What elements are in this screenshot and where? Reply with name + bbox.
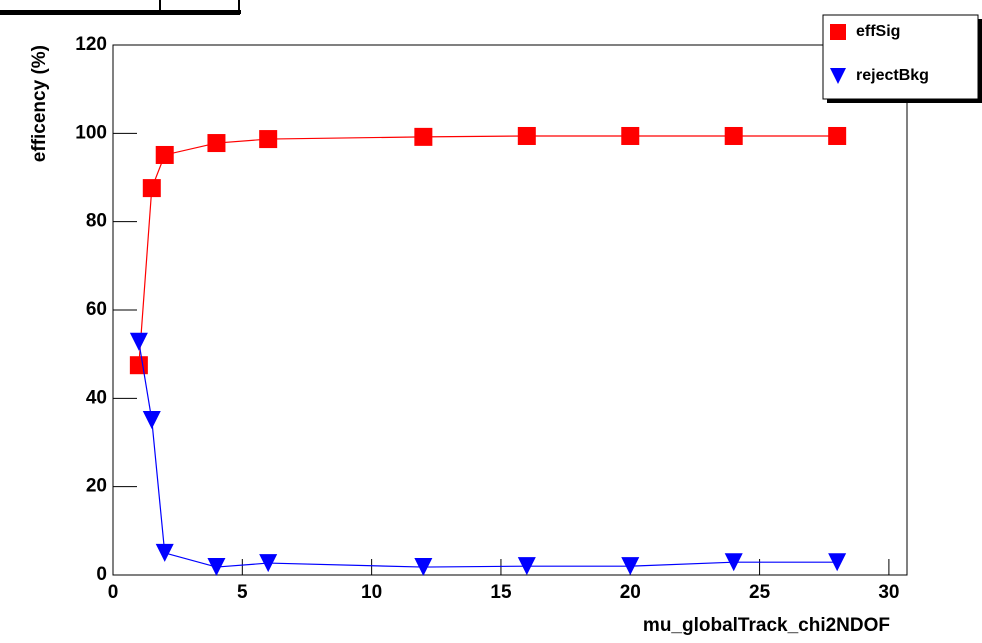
legend-marker [830, 24, 846, 40]
y-tick-label: 40 [86, 387, 107, 408]
data-point [724, 553, 743, 572]
x-tick-label: 25 [749, 582, 771, 603]
data-point [129, 356, 148, 375]
y-tick-label: 80 [86, 211, 107, 232]
data-point [517, 126, 536, 145]
data-point [142, 179, 161, 198]
y-axis-title: efficency (%) [29, 45, 50, 162]
y-tick-label: 100 [75, 122, 107, 143]
y-tick-label: 20 [86, 476, 107, 497]
legend-marker [830, 68, 846, 84]
y-tick-label: 60 [86, 299, 107, 320]
data-point [155, 145, 174, 164]
x-tick-label: 20 [620, 582, 641, 603]
series-line [138, 135, 838, 366]
x-axis-title: mu_globalTrack_chi2NDOF [643, 615, 890, 636]
data-point [828, 553, 847, 572]
data-point [621, 557, 640, 576]
data-point [142, 410, 161, 429]
data-point [207, 558, 226, 577]
legend-label: rejectBkg [856, 67, 929, 84]
data-point [621, 126, 640, 145]
data-point [414, 127, 433, 146]
data-point [828, 126, 847, 145]
y-tick-label: 0 [96, 564, 107, 585]
legend-label: effSig [856, 23, 900, 40]
data-point [724, 126, 743, 145]
legend-box [822, 14, 979, 100]
x-tick-label: 30 [878, 582, 899, 603]
data-point [259, 130, 278, 149]
data-point [414, 558, 433, 577]
data-point [259, 554, 278, 573]
data-point [129, 332, 148, 351]
data-point [517, 557, 536, 576]
title-box-shadow [0, 10, 241, 14]
y-tick-label: 120 [75, 34, 107, 55]
data-point [207, 134, 226, 153]
data-point [155, 543, 174, 562]
x-tick-label: 15 [490, 582, 512, 603]
x-tick-label: 0 [108, 582, 119, 603]
series-line [138, 341, 838, 568]
x-tick-label: 10 [361, 582, 382, 603]
x-tick-label: 5 [237, 582, 248, 603]
